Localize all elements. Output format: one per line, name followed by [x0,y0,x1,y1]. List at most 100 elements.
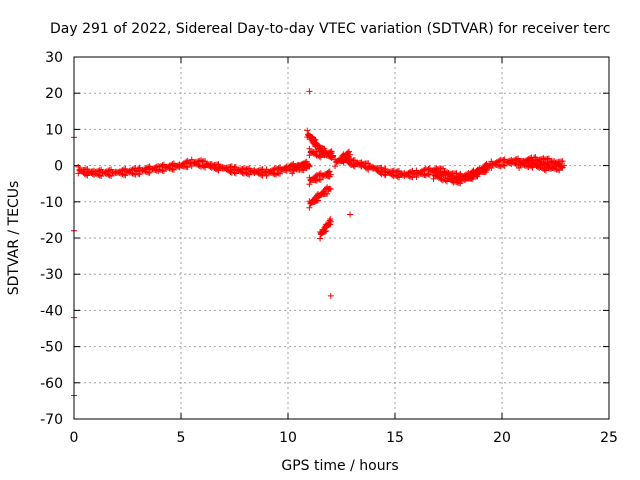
data-point [484,166,491,173]
data-point [525,157,532,164]
y-tick-label: -70 [40,412,63,428]
data-point [326,149,333,156]
data-point [558,164,565,171]
data-point [402,171,409,178]
data-point [118,167,125,174]
data-point [327,218,334,225]
y-tick-label: -40 [40,303,63,319]
data-point [321,145,328,152]
data-point [125,168,132,175]
data-point [327,216,334,223]
grid [74,57,609,419]
data-point [323,227,330,234]
outlier-point [347,211,354,218]
data-point [396,174,403,181]
data-point [289,170,296,177]
data-point [406,169,413,176]
y-tick-label: -60 [40,376,63,392]
data-point [75,170,82,177]
data-point [536,161,543,168]
data-point [529,158,536,165]
data-point [512,156,519,163]
data-point [518,161,525,168]
data-point [317,154,324,161]
data-point [314,197,321,204]
data-point [108,173,115,180]
data-point [188,163,195,170]
data-point [327,148,334,155]
data-point [300,167,307,174]
data-point [159,167,166,174]
data-point [333,159,340,166]
data-point [129,166,136,173]
data-point [426,171,433,178]
y-tick-label: 20 [45,86,63,102]
data-point [156,163,163,170]
x-axis-label: GPS time / hours [281,458,398,474]
data-point [246,171,253,178]
y-tick-label: -10 [40,195,63,211]
plot-frame [73,56,610,420]
y-tick-label: -30 [40,267,63,283]
data-point [103,168,110,175]
data-point [169,166,176,173]
data-point [382,172,389,179]
data-point [105,167,112,174]
data-point [155,168,162,175]
data-point [327,186,334,193]
y-axis-label: SDTVAR / TECUs [6,181,22,296]
data-point [340,157,347,164]
x-tick-label: 5 [177,430,186,446]
data-point [266,168,273,175]
data-point [453,170,460,177]
data-point [122,172,129,179]
data-point [306,204,313,211]
data-point [413,174,420,181]
data-point [208,161,215,168]
data-point [184,164,191,171]
data-point [160,168,167,175]
data-point [408,173,415,180]
data-point [306,152,313,159]
data-point [188,156,195,163]
data-point [529,164,536,171]
data-point [469,175,476,182]
data-point [75,163,82,170]
data-point [136,171,143,178]
data-point [215,161,222,168]
data-point [474,173,481,180]
outlier-point [327,292,334,299]
data-point [482,169,489,176]
data-point [424,166,431,173]
data-point [430,175,437,182]
data-point [511,157,518,164]
data-point [84,165,91,172]
chart-title: Day 291 of 2022, Sidereal Day-to-day VTE… [50,21,610,37]
data-point [146,169,153,176]
data-point [232,170,239,177]
data-point [93,168,100,175]
data-point [272,171,279,178]
data-point [115,169,122,176]
data-point [327,171,334,178]
data-point [306,181,313,188]
data-point [439,170,446,177]
tick-labels: 0 5 10 15 20 25 -70 -60 -50 -40 -30 -20 -10 0 10 20 30 [40,50,618,446]
data-point [347,151,354,158]
y-tick-label: 10 [45,122,63,138]
data-points [71,88,568,399]
data-point [128,167,135,174]
data-point [276,170,283,177]
data-point [405,170,412,177]
data-point [306,145,313,152]
data-point [499,157,505,164]
data-point [557,163,564,170]
y-tick-label: 30 [45,50,63,66]
data-point [202,164,209,171]
data-point [198,157,205,164]
data-point [378,164,385,171]
data-point [120,171,127,178]
data-point [228,163,235,170]
data-point [326,185,333,192]
data-point [345,148,352,155]
